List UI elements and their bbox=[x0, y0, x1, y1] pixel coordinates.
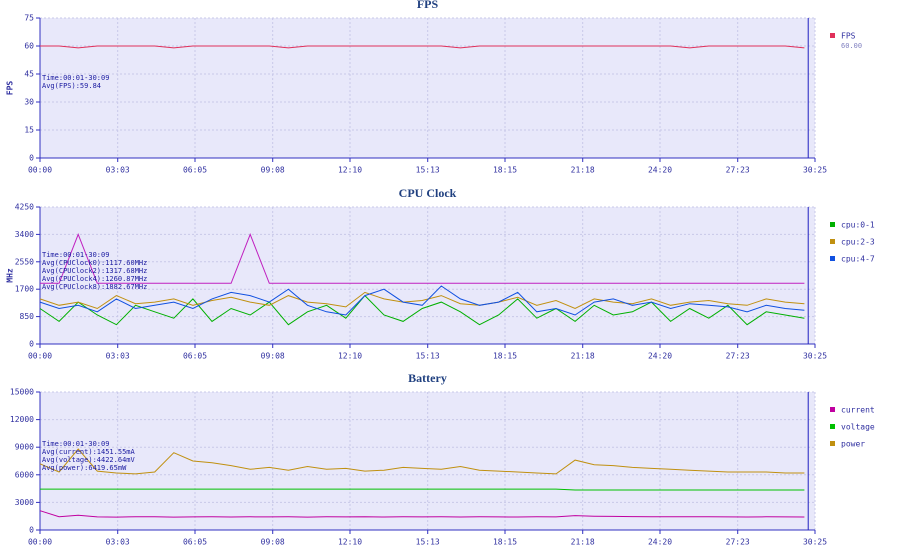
annotation: Avg(CPUClock0):1117.60MHz bbox=[42, 259, 147, 267]
x-tick-label: 21:18 bbox=[571, 352, 595, 361]
legend-swatch bbox=[830, 424, 835, 429]
x-tick-label: 15:13 bbox=[416, 166, 440, 175]
x-tick-label: 00:00 bbox=[28, 166, 52, 175]
x-tick-label: 15:13 bbox=[416, 538, 440, 547]
x-tick-label: 30:25 bbox=[803, 166, 827, 175]
y-tick-label: 30 bbox=[24, 98, 34, 107]
x-tick-label: 21:18 bbox=[571, 166, 595, 175]
chart-title: FPS bbox=[417, 0, 439, 11]
x-tick-label: 00:00 bbox=[28, 538, 52, 547]
x-tick-label: 27:23 bbox=[726, 538, 750, 547]
y-tick-label: 4250 bbox=[15, 203, 34, 212]
x-tick-label: 03:03 bbox=[106, 166, 130, 175]
x-tick-label: 06:05 bbox=[183, 538, 207, 547]
y-tick-label: 850 bbox=[20, 312, 35, 321]
series-line bbox=[40, 488, 805, 491]
x-tick-label: 09:08 bbox=[261, 352, 285, 361]
annotation: Time:00:01-30:09 bbox=[42, 440, 109, 448]
annotation: Avg(power):6419.65mW bbox=[42, 464, 127, 472]
annotation: Time:00:01-30:09 bbox=[42, 251, 109, 259]
x-tick-label: 30:25 bbox=[803, 352, 827, 361]
legend-note: 60.00 bbox=[841, 42, 862, 50]
annotation: Avg(CPUClock8):1882.67MHz bbox=[42, 283, 147, 291]
series-line bbox=[39, 510, 805, 518]
y-tick-label: 9000 bbox=[15, 443, 34, 452]
legend-label: cpu:4-7 bbox=[841, 255, 875, 264]
legend-swatch bbox=[830, 441, 835, 446]
y-tick-label: 0 bbox=[29, 340, 34, 349]
y-tick-label: 3000 bbox=[15, 498, 34, 507]
y-tick-label: 15000 bbox=[10, 388, 34, 397]
x-tick-label: 03:03 bbox=[106, 352, 130, 361]
x-tick-label: 09:08 bbox=[261, 538, 285, 547]
y-tick-label: 0 bbox=[29, 526, 34, 535]
series-line bbox=[39, 448, 805, 475]
y-tick-label: 75 bbox=[24, 14, 34, 23]
x-tick-label: 18:15 bbox=[493, 352, 517, 361]
legend-swatch bbox=[830, 239, 835, 244]
legend-label: current bbox=[841, 406, 875, 415]
x-tick-label: 12:10 bbox=[338, 538, 362, 547]
chart-title: Battery bbox=[408, 371, 447, 385]
series-line bbox=[39, 294, 805, 326]
legend-swatch bbox=[830, 33, 835, 38]
x-tick-label: 09:08 bbox=[261, 166, 285, 175]
legend-label: cpu:0-1 bbox=[841, 221, 875, 230]
x-tick-label: 30:25 bbox=[803, 538, 827, 547]
y-tick-label: 45 bbox=[24, 70, 34, 79]
y-tick-label: 60 bbox=[24, 42, 34, 51]
x-tick-label: 24:20 bbox=[648, 166, 672, 175]
x-tick-label: 12:10 bbox=[338, 352, 362, 361]
x-tick-label: 24:20 bbox=[648, 352, 672, 361]
x-tick-label: 06:05 bbox=[183, 352, 207, 361]
x-tick-label: 12:10 bbox=[338, 166, 362, 175]
y-tick-label: 6000 bbox=[15, 470, 34, 479]
annotation: Avg(CPUClock4):1260.87MHz bbox=[42, 275, 147, 283]
legend-swatch bbox=[830, 407, 835, 412]
y-tick-label: 3400 bbox=[15, 230, 34, 239]
y-tick-label: 2550 bbox=[15, 257, 34, 266]
series-line bbox=[39, 291, 805, 310]
x-tick-label: 06:05 bbox=[183, 166, 207, 175]
legend-label: cpu:2-3 bbox=[841, 238, 875, 247]
annotation: Time:00:01-30:09 bbox=[42, 74, 109, 82]
series-line bbox=[40, 45, 805, 49]
series-line bbox=[39, 285, 805, 316]
x-tick-label: 27:23 bbox=[726, 166, 750, 175]
legend-swatch bbox=[830, 256, 835, 261]
y-tick-label: 15 bbox=[24, 126, 34, 135]
x-tick-label: 24:20 bbox=[648, 538, 672, 547]
chart-title: CPU Clock bbox=[399, 186, 457, 200]
legend-label: power bbox=[841, 440, 865, 449]
series-line bbox=[40, 233, 805, 284]
annotation: Avg(current):1451.55mA bbox=[42, 448, 136, 456]
annotation: Avg(CPUClock2):1317.68MHz bbox=[42, 267, 147, 275]
y-tick-label: 1700 bbox=[15, 285, 34, 294]
legend-label: FPS bbox=[841, 32, 856, 41]
x-tick-label: 03:03 bbox=[106, 538, 130, 547]
y-axis-label: FPS bbox=[6, 81, 15, 96]
x-tick-label: 27:23 bbox=[726, 352, 750, 361]
annotation: Avg(voltage):4422.64mV bbox=[42, 456, 136, 464]
y-tick-label: 0 bbox=[29, 154, 34, 163]
x-tick-label: 00:00 bbox=[28, 352, 52, 361]
x-tick-label: 21:18 bbox=[571, 538, 595, 547]
x-tick-label: 15:13 bbox=[416, 352, 440, 361]
legend-label: voltage bbox=[841, 423, 875, 432]
legend-swatch bbox=[830, 222, 835, 227]
x-tick-label: 18:15 bbox=[493, 166, 517, 175]
x-tick-label: 18:15 bbox=[493, 538, 517, 547]
y-tick-label: 12000 bbox=[10, 415, 34, 424]
annotation: Avg(FPS):59.84 bbox=[42, 82, 101, 90]
y-axis-label: MHz bbox=[6, 268, 15, 283]
